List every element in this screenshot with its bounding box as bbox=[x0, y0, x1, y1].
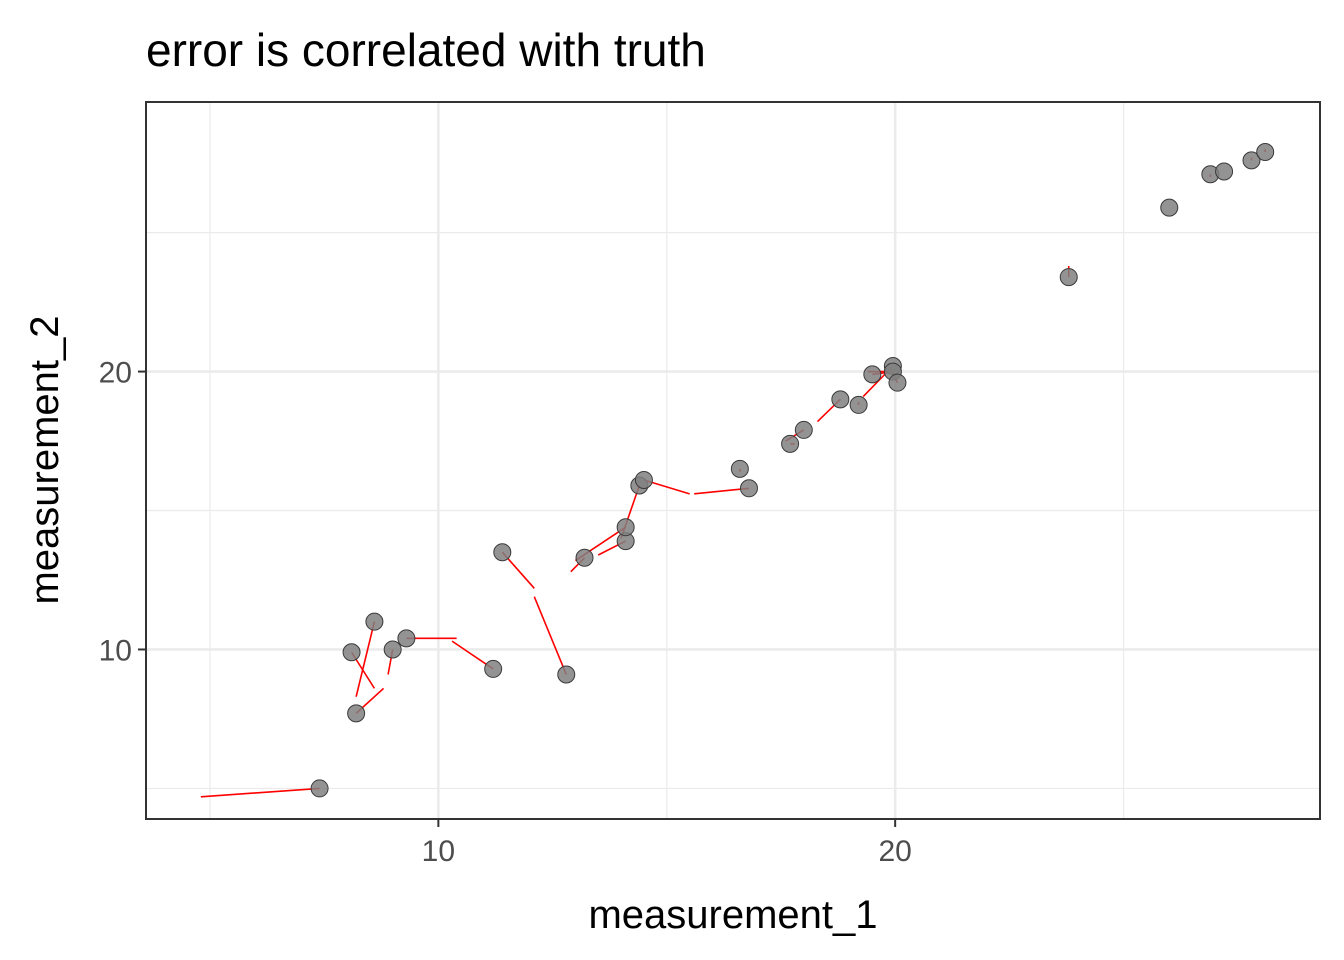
data-point bbox=[1242, 151, 1261, 170]
grid-lines bbox=[146, 102, 1320, 819]
data-point bbox=[1160, 198, 1179, 217]
data-point bbox=[397, 629, 416, 648]
data-point bbox=[484, 659, 503, 678]
data-point bbox=[383, 640, 402, 659]
data-point bbox=[849, 395, 868, 414]
y-tick-label: 20 bbox=[99, 357, 132, 390]
panel-border bbox=[145, 101, 1321, 820]
data-point bbox=[831, 390, 850, 409]
data-point bbox=[616, 518, 635, 537]
data-point bbox=[557, 665, 576, 684]
data-point bbox=[1256, 143, 1275, 162]
error-segment bbox=[694, 487, 750, 495]
data-point bbox=[794, 420, 813, 439]
data-point bbox=[310, 779, 329, 798]
data-point bbox=[493, 543, 512, 562]
data-point bbox=[781, 434, 800, 453]
error-segment bbox=[355, 621, 376, 697]
error-segment bbox=[200, 787, 320, 798]
y-tick-label: 10 bbox=[99, 634, 132, 667]
y-axis-title: measurement_2 bbox=[23, 315, 67, 604]
data-point bbox=[634, 470, 653, 489]
axis-ticks: 10 20 10 20 bbox=[99, 357, 912, 868]
error-segment bbox=[533, 596, 568, 675]
data-point bbox=[1059, 268, 1078, 287]
data-points bbox=[310, 143, 1275, 798]
data-point bbox=[1215, 162, 1234, 181]
data-point bbox=[575, 548, 594, 567]
x-tick-label: 20 bbox=[878, 835, 911, 868]
data-point bbox=[888, 373, 907, 392]
data-point bbox=[347, 704, 366, 723]
data-point bbox=[863, 365, 882, 384]
data-point bbox=[365, 612, 384, 631]
data-point bbox=[739, 479, 758, 498]
x-axis-title: measurement_1 bbox=[588, 893, 877, 937]
data-point bbox=[342, 643, 361, 662]
x-tick-label: 10 bbox=[422, 835, 455, 868]
data-point bbox=[730, 459, 749, 478]
chart-title: error is correlated with truth bbox=[146, 24, 706, 76]
